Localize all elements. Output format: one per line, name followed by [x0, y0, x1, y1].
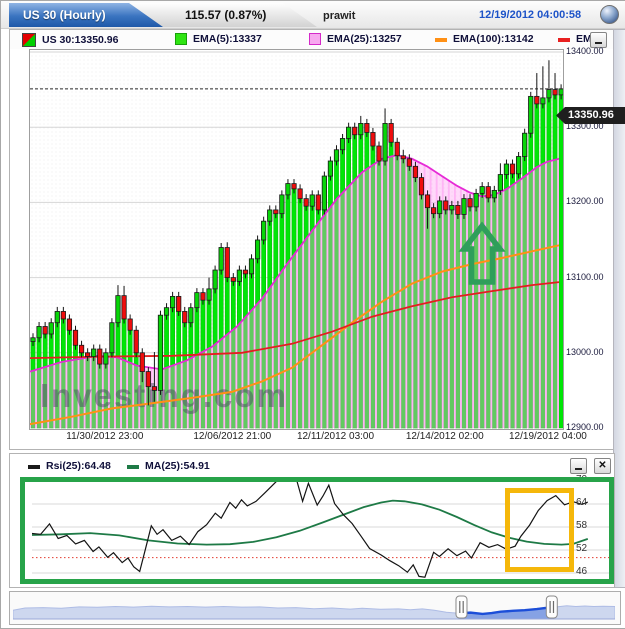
legend-dash-icon	[127, 464, 139, 469]
minimize-icon	[595, 42, 602, 44]
legend-item-label: EMA(100):13142	[453, 33, 534, 45]
time-axis-label: 12/06/2012 21:00	[193, 431, 272, 442]
legend-candle-icon	[22, 33, 36, 47]
price-axis-label: 13300.00	[566, 121, 604, 132]
candles	[30, 60, 563, 406]
navigator-handle-left[interactable]	[455, 595, 468, 619]
rsi-chart-canvas[interactable]	[32, 478, 614, 584]
legend-item-ema5[interactable]: EMA(5):13337	[175, 33, 262, 45]
legend-square-icon	[175, 33, 187, 45]
legend-item-label: EMA(5):13337	[193, 33, 262, 45]
minimize-icon	[575, 468, 582, 470]
close-rsi-button[interactable]: ✕	[594, 458, 611, 474]
watermark-text: Investing.com	[40, 377, 288, 414]
legend-item-ema25[interactable]: EMA(25):13257	[309, 33, 402, 45]
range-navigator[interactable]	[9, 591, 621, 625]
legend-dash-icon	[435, 37, 447, 42]
legend-dash-icon	[28, 464, 40, 469]
legend-item-us30[interactable]: US 30:13350.96	[22, 33, 118, 47]
main-chart-legend: US 30:13350.96 EMA(5):13337 EMA(25):13257 E…	[10, 30, 614, 49]
legend-item-em[interactable]: EM	[558, 33, 592, 45]
vertical-scrollbar[interactable]	[613, 29, 625, 588]
rsi-axis-label: 52	[576, 542, 588, 554]
legend-item-ema100[interactable]: EMA(100):13142	[435, 33, 534, 45]
username-label: prawit	[323, 10, 356, 22]
rsi-panel: Rsi(25):64.48 MA(25):54.91 ✕ 70 64 58 52 46	[9, 453, 615, 588]
ema25-area	[30, 155, 559, 428]
main-plot-area[interactable]: Investing.com	[29, 49, 564, 430]
legend-item-ma25[interactable]: MA(25):54.91	[127, 460, 210, 472]
time-axis-label: 12/11/2012 03:00	[296, 431, 375, 442]
rsi-line	[32, 478, 589, 578]
time-axis-label: 11/30/2012 23:00	[66, 431, 144, 442]
timestamp-label: 12/19/2012 04:00:58	[479, 9, 582, 21]
legend-item-label: EM	[576, 33, 592, 45]
up-arrow-annotation	[458, 221, 506, 285]
price-axis-label: 13400.00	[566, 46, 604, 56]
minimize-chart-button[interactable]	[590, 32, 607, 48]
legend-item-label: US 30:13350.96	[42, 34, 119, 46]
rsi-axis-label: 70	[576, 474, 588, 485]
candlestick-chart-canvas[interactable]: Investing.com	[30, 50, 563, 429]
time-axis-label: 12/14/2012 02:00	[405, 431, 484, 442]
time-axis-label: 12/19/2012 04:00	[509, 431, 587, 442]
ema100-line	[30, 244, 560, 426]
legend-item-label: MA(25):54.91	[145, 460, 210, 472]
legend-item-label: EMA(25):13257	[327, 33, 402, 45]
main-chart-panel: US 30:13350.96 EMA(5):13337 EMA(25):13257 E…	[9, 29, 625, 450]
legend-dash-icon	[558, 37, 570, 42]
minimize-rsi-button[interactable]	[570, 458, 587, 474]
legend-square-icon	[309, 33, 321, 45]
rsi-legend: Rsi(25):64.48 MA(25):54.91	[10, 454, 614, 476]
navigator-canvas[interactable]	[13, 595, 615, 620]
rsi-ma-line	[32, 499, 589, 546]
navigator-handle-right[interactable]	[545, 595, 558, 619]
sphere-button[interactable]	[600, 5, 619, 24]
price-axis-label: 13000.00	[566, 346, 604, 357]
price-axis-label: 13100.00	[566, 271, 604, 282]
legend-item-label: Rsi(25):64.48	[46, 460, 111, 472]
last-price-tag: 13350.96	[556, 107, 625, 124]
price-axis-label: 13200.00	[566, 196, 604, 207]
rsi-axis-label: 46	[576, 565, 588, 577]
legend-item-rsi25[interactable]: Rsi(25):64.48	[28, 460, 111, 472]
rsi-axis-label: 58	[576, 519, 588, 531]
rsi-axis-label: 64	[576, 497, 588, 508]
price-axis-label: 12900.00	[566, 422, 604, 432]
